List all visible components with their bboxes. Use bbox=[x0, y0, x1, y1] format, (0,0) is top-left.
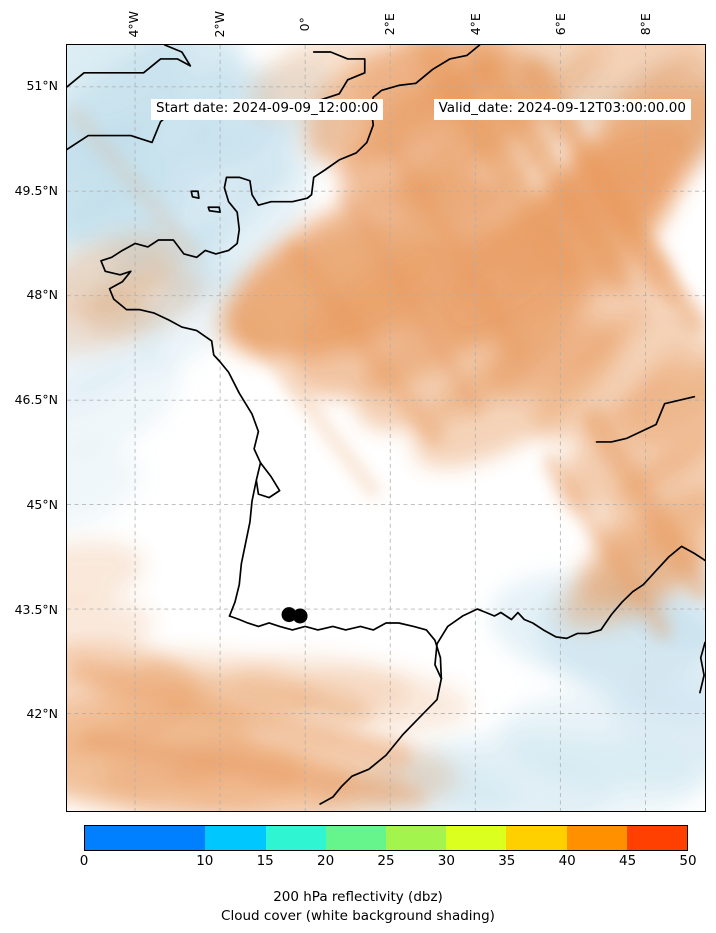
high-cloud-patch-13 bbox=[533, 303, 698, 442]
caption-line-1: 200 hPa reflectivity (dbz) bbox=[273, 889, 443, 905]
coastline-3 bbox=[207, 206, 221, 214]
colorbar-band-20-25[interactable] bbox=[325, 826, 387, 850]
station-marker-1[interactable] bbox=[281, 607, 297, 623]
colorbar-band-10-15[interactable] bbox=[205, 826, 266, 850]
station-marker-2[interactable] bbox=[292, 608, 308, 624]
colorbar-band-15-20[interactable] bbox=[265, 826, 326, 850]
longitude-tick-0: 4°W bbox=[126, 10, 142, 38]
colorbar-tick-0: 0 bbox=[79, 853, 89, 869]
colorbar-tick-15: 15 bbox=[256, 853, 274, 869]
latitude-tick-6: 42°N bbox=[26, 706, 58, 721]
longitude-tick-4: 4°E bbox=[467, 13, 483, 36]
colorbar-tick-10: 10 bbox=[196, 853, 214, 869]
cloud-band-3 bbox=[380, 132, 528, 362]
cloud-band-7 bbox=[541, 452, 673, 640]
low-cloud-patch-20 bbox=[609, 674, 705, 767]
coastline-12 bbox=[595, 395, 696, 443]
cloud-band-0 bbox=[417, 45, 584, 283]
colorbar-band-25-30[interactable] bbox=[386, 826, 447, 850]
longitude-tick-5: 6°E bbox=[552, 13, 568, 36]
map-plot-area[interactable]: Start date: 2024-09-09_12:00:00 Valid_da… bbox=[66, 44, 706, 812]
coastline-1 bbox=[67, 45, 192, 88]
cloud-band-13 bbox=[68, 107, 202, 261]
low-cloud-patch-8 bbox=[136, 264, 253, 369]
coastline-6 bbox=[255, 461, 281, 499]
cloud-band-5 bbox=[557, 117, 705, 335]
latitude-tick-3: 46.5°N bbox=[14, 391, 58, 407]
colorbar-tick-40: 40 bbox=[558, 853, 576, 869]
longitude-tick-2: 0° bbox=[296, 17, 312, 32]
cloud-band-12 bbox=[144, 663, 373, 722]
colorbar-band-45-50[interactable] bbox=[626, 826, 688, 850]
colorbar-band-30-35[interactable] bbox=[446, 826, 507, 850]
graticule bbox=[67, 45, 705, 811]
high-cloud-patch-35 bbox=[250, 45, 378, 117]
colorbar-tick-20: 20 bbox=[317, 853, 335, 869]
high-cloud-patch-32 bbox=[67, 540, 145, 608]
colorbar-tick-45: 45 bbox=[619, 853, 637, 869]
colorbar-band-35-40[interactable] bbox=[506, 826, 567, 850]
map-canvas bbox=[67, 45, 705, 811]
coastline-7 bbox=[228, 615, 443, 680]
coastline-8 bbox=[319, 677, 443, 805]
low-cloud-patch-10 bbox=[67, 354, 182, 460]
coastline-11 bbox=[414, 45, 481, 85]
coastline-4 bbox=[190, 190, 200, 200]
colorbar-tick-30: 30 bbox=[437, 853, 455, 869]
cloud-band-9 bbox=[237, 315, 382, 499]
latitude-tick-5: 43.5°N bbox=[14, 601, 58, 617]
longitude-tick-1: 2°W bbox=[211, 10, 227, 38]
cloud-band-6 bbox=[581, 408, 705, 602]
high-cloud-patch-33 bbox=[67, 598, 154, 662]
figure-caption: 200 hPa reflectivity (dbz) Cloud cover (… bbox=[0, 888, 716, 926]
cloud-band-11 bbox=[81, 730, 427, 809]
coastline-10 bbox=[699, 641, 705, 694]
colorbar-band-0-10[interactable] bbox=[85, 826, 206, 850]
high-cloud-patch-21 bbox=[67, 292, 151, 355]
longitude-tick-6: 8°E bbox=[638, 13, 654, 36]
valid-date-annotation: Valid_date: 2024-09-12T03:00:00.00 bbox=[433, 99, 691, 120]
latitude-tick-0: 51°N bbox=[26, 77, 58, 93]
latitude-tick-1: 49.5°N bbox=[14, 182, 58, 198]
colorbar-tick-25: 25 bbox=[377, 853, 395, 869]
colorbar-tick-50: 50 bbox=[679, 853, 697, 869]
coastline-9 bbox=[434, 545, 705, 680]
latitude-tick-2: 48°N bbox=[26, 287, 58, 303]
colorbar-band-40-45[interactable] bbox=[566, 826, 627, 850]
longitude-tick-3: 2°E bbox=[382, 13, 398, 36]
start-date-annotation: Start date: 2024-09-09_12:00:00 bbox=[151, 99, 384, 120]
cloud-band-8 bbox=[285, 242, 444, 446]
high-cloud-patch-37 bbox=[548, 45, 705, 123]
low-cloud-patch-11 bbox=[67, 449, 143, 533]
cloud-band-4 bbox=[338, 189, 485, 417]
station-markers bbox=[281, 607, 308, 624]
reflectivity-colorbar[interactable] bbox=[84, 825, 688, 851]
high-cloud-patch-18 bbox=[619, 328, 705, 444]
caption-line-2: Cloud cover (white background shading) bbox=[221, 908, 495, 925]
coastline-5 bbox=[100, 82, 417, 617]
latitude-tick-4: 45°N bbox=[26, 496, 58, 512]
colorbar-tick-35: 35 bbox=[498, 853, 516, 869]
